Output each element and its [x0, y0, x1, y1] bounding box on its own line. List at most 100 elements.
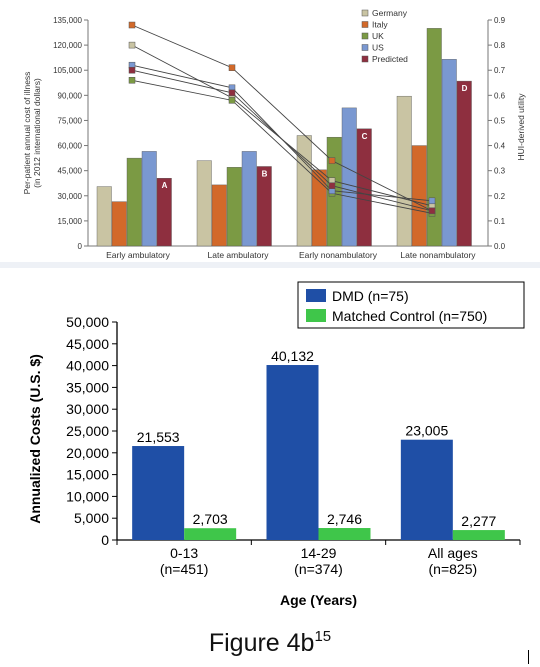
y2-tick-label: 0.7: [494, 66, 506, 75]
y2-tick-label: 0.4: [494, 142, 506, 151]
legend-box: [297, 281, 525, 329]
y-axis-label-line: (in 2012 international dollars): [32, 78, 42, 188]
bar-dmd-n-75-all-ages: [400, 439, 453, 540]
annualized-costs-chart: 0 5,000 10,000 15,000 20,000 25,000 30,000 35,0…: [27, 281, 525, 608]
y-tick-label: 15,000: [66, 467, 109, 483]
y2-tick-label: 0.3: [494, 167, 506, 176]
x-category-label: (n=451): [160, 561, 209, 577]
utility-marker-uk: [128, 77, 136, 84]
utility-marker-italy: [328, 157, 336, 164]
bar-dmd-n-75-14-29: [266, 365, 319, 540]
x-axis-label: Age (Years): [280, 592, 357, 608]
utility-marker-predicted: [328, 182, 336, 189]
y-tick-label: 30,000: [66, 401, 109, 417]
x-category-label: Early ambulatory: [106, 250, 171, 260]
bar-predicted-late-nonambulatory: [456, 80, 472, 247]
bar-us-early-nonambulatory: [341, 107, 357, 247]
bar-us-late-ambulatory: [241, 151, 257, 247]
bar-italy-late-ambulatory: [211, 184, 227, 247]
legend-label-uk: UK: [372, 31, 384, 41]
figure-caption-reference: 15: [314, 628, 332, 645]
data-label-matched-control-n-750: 2,746: [327, 511, 362, 527]
y2-axis-label: HUI-derived utility: [516, 93, 526, 161]
x-category-label: Late nonambulatory: [400, 250, 476, 260]
legend-swatch-predicted: [361, 55, 369, 63]
utility-marker-predicted: [128, 66, 136, 74]
data-label-dmd-n-75: 40,132: [271, 348, 314, 364]
y-tick-label: 40,000: [66, 358, 109, 374]
bar-uk-early-ambulatory: [126, 157, 142, 247]
utility-line-italy: [131, 24, 433, 212]
bar-uk-late-nonambulatory: [426, 28, 442, 247]
utility-marker-uk: [228, 97, 236, 104]
bar-matched-control-n-750-14-29: [318, 528, 371, 540]
bar-us-late-nonambulatory: [441, 59, 457, 247]
data-label-matched-control-n-750: 2,277: [461, 513, 496, 529]
panel-divider: [0, 262, 540, 268]
y-tick-label: 60,000: [58, 142, 83, 151]
y-tick-label: 120,000: [53, 41, 82, 50]
utility-marker-predicted: [428, 207, 436, 215]
cost-utility-chart: 0 15,000 30,000 45,000 60,000 75,000 90,000 105…: [22, 8, 526, 260]
y-tick-label: 75,000: [58, 116, 83, 125]
utility-marker-germany: [128, 41, 136, 49]
bar-group-label: D: [462, 84, 468, 93]
data-label-dmd-n-75: 23,005: [405, 423, 448, 439]
y2-tick-label: 0.1: [494, 217, 506, 226]
legend-swatch-matched-control-n-750: [306, 309, 326, 322]
y-tick-label: 45,000: [66, 336, 109, 352]
legend-label-dmd-n-75: DMD (n=75): [332, 288, 409, 304]
legend-label-italy: Italy: [372, 20, 388, 30]
bar-predicted-early-ambulatory: [156, 177, 172, 247]
y-tick-label: 30,000: [58, 192, 83, 201]
bar-matched-control-n-750-all-ages: [452, 530, 505, 540]
x-category-label: All ages: [428, 545, 478, 561]
annualized-costs-chart-panel: 0 5,000 10,000 15,000 20,000 25,000 30,000 35,0…: [14, 268, 534, 620]
bar-us-early-ambulatory: [141, 151, 157, 247]
utility-marker-predicted: [228, 89, 236, 97]
text-cursor: [528, 650, 529, 664]
bar-uk-late-ambulatory: [226, 167, 242, 247]
utility-marker-italy: [128, 21, 136, 29]
utility-line-uk: [131, 79, 433, 214]
legend-label-germany: Germany: [372, 8, 408, 18]
legend-label-matched-control-n-750: Matched Control (n=750): [332, 308, 487, 324]
bar-germany-late-ambulatory: [196, 160, 212, 247]
bar-germany-late-nonambulatory: [396, 95, 412, 247]
y2-tick-label: 0.6: [494, 91, 506, 100]
utility-line-us: [131, 64, 433, 202]
y2-tick-label: 0.9: [494, 16, 506, 25]
y-tick-label: 10,000: [66, 488, 109, 504]
y2-tick-label: 0.5: [494, 116, 506, 125]
legend-swatch-italy: [361, 21, 369, 28]
y-axis-label-line: Per-patient annual cost of illness: [22, 72, 32, 195]
y-tick-label: 0: [78, 242, 83, 251]
bar-italy-early-ambulatory: [111, 201, 127, 247]
bar-germany-early-nonambulatory: [296, 135, 312, 247]
y-tick-label: 20,000: [66, 445, 109, 461]
x-category-label: 0-13: [170, 545, 198, 561]
x-category-label: Late ambulatory: [208, 250, 270, 260]
y-axis-label: Annualized Costs (U.S. $): [27, 354, 43, 524]
utility-marker-italy: [228, 64, 236, 71]
y-tick-label: 135,000: [53, 16, 82, 25]
bar-group-label: B: [262, 169, 268, 178]
bar-group-label: A: [162, 181, 168, 190]
utility-line-germany: [131, 44, 433, 207]
legend-label-predicted: Predicted: [372, 54, 408, 64]
x-category-label: (n=374): [294, 561, 343, 577]
bar-germany-early-ambulatory: [96, 186, 112, 247]
figure-caption: Figure 4b15: [0, 628, 540, 658]
figure-caption-text: Figure 4b: [208, 629, 315, 657]
bar-italy-late-nonambulatory: [411, 145, 427, 247]
data-label-dmd-n-75: 21,553: [137, 429, 180, 445]
legend-swatch-us: [361, 44, 369, 51]
y-tick-label: 105,000: [53, 66, 82, 75]
bar-matched-control-n-750-0-13: [184, 528, 237, 540]
y-tick-label: 0: [101, 532, 109, 548]
legend-swatch-uk: [361, 32, 369, 40]
utility-line-predicted: [131, 69, 433, 212]
x-category-label: 14-29: [301, 545, 337, 561]
legend-swatch-germany: [361, 9, 369, 17]
x-category-label: (n=825): [429, 561, 478, 577]
